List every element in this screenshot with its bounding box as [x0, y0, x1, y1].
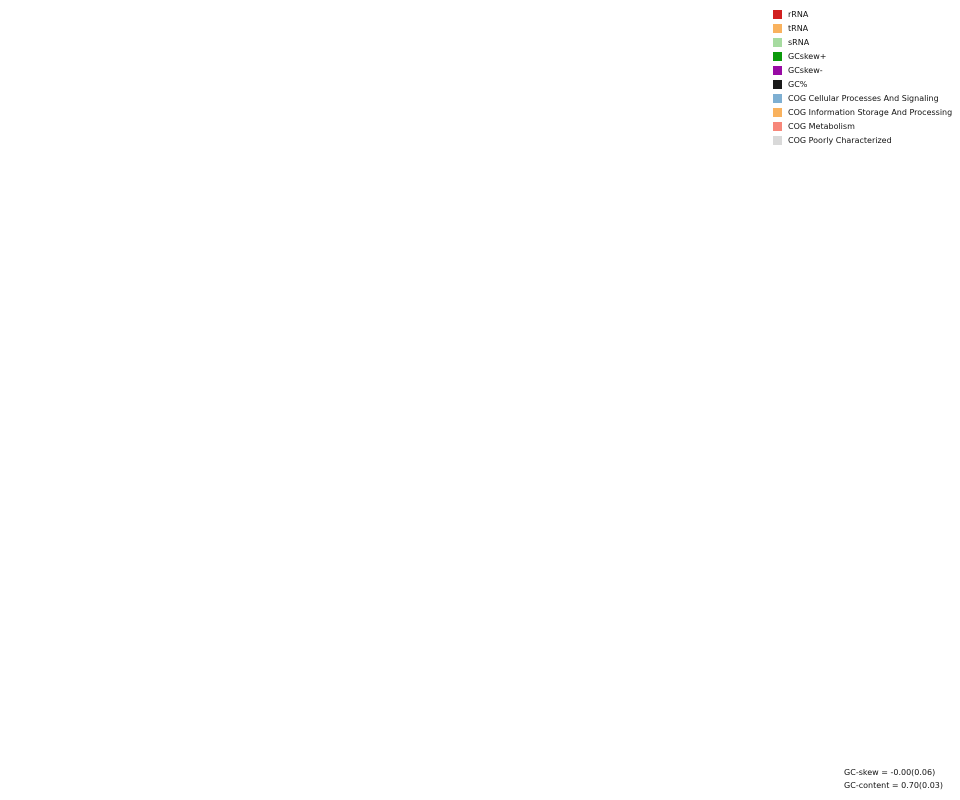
- legend-label: GCskew+: [788, 52, 827, 61]
- gcskew-plus-swatch: [773, 52, 782, 61]
- legend-label: GCskew-: [788, 66, 823, 75]
- gcskew-minus-swatch: [773, 66, 782, 75]
- cog-poorly-swatch: [773, 136, 782, 145]
- gc-skew-stat: GC-skew = -0.00(0.06): [844, 768, 936, 777]
- cog-cellular-swatch: [773, 94, 782, 103]
- gc-content-stat: GC-content = 0.70(0.03): [844, 781, 943, 790]
- legend-label: COG Information Storage And Processing: [788, 108, 953, 117]
- legend-label: rRNA: [788, 10, 809, 19]
- legend-label: COG Poorly Characterized: [788, 136, 892, 145]
- legend-label: COG Cellular Processes And Signaling: [788, 94, 939, 103]
- gc-stats: GC-skew = -0.00(0.06) GC-content = 0.70(…: [844, 766, 943, 792]
- cog-information-swatch: [773, 108, 782, 117]
- trna-swatch: [773, 24, 782, 33]
- legend-label: COG Metabolism: [788, 122, 855, 131]
- legend-label: sRNA: [788, 38, 810, 47]
- cog-metabolism-swatch: [773, 122, 782, 131]
- srna-swatch: [773, 38, 782, 47]
- rrna-swatch: [773, 10, 782, 19]
- legend-label: tRNA: [788, 24, 809, 33]
- gc-content-swatch: [773, 80, 782, 89]
- legend-label: GC%: [788, 80, 808, 89]
